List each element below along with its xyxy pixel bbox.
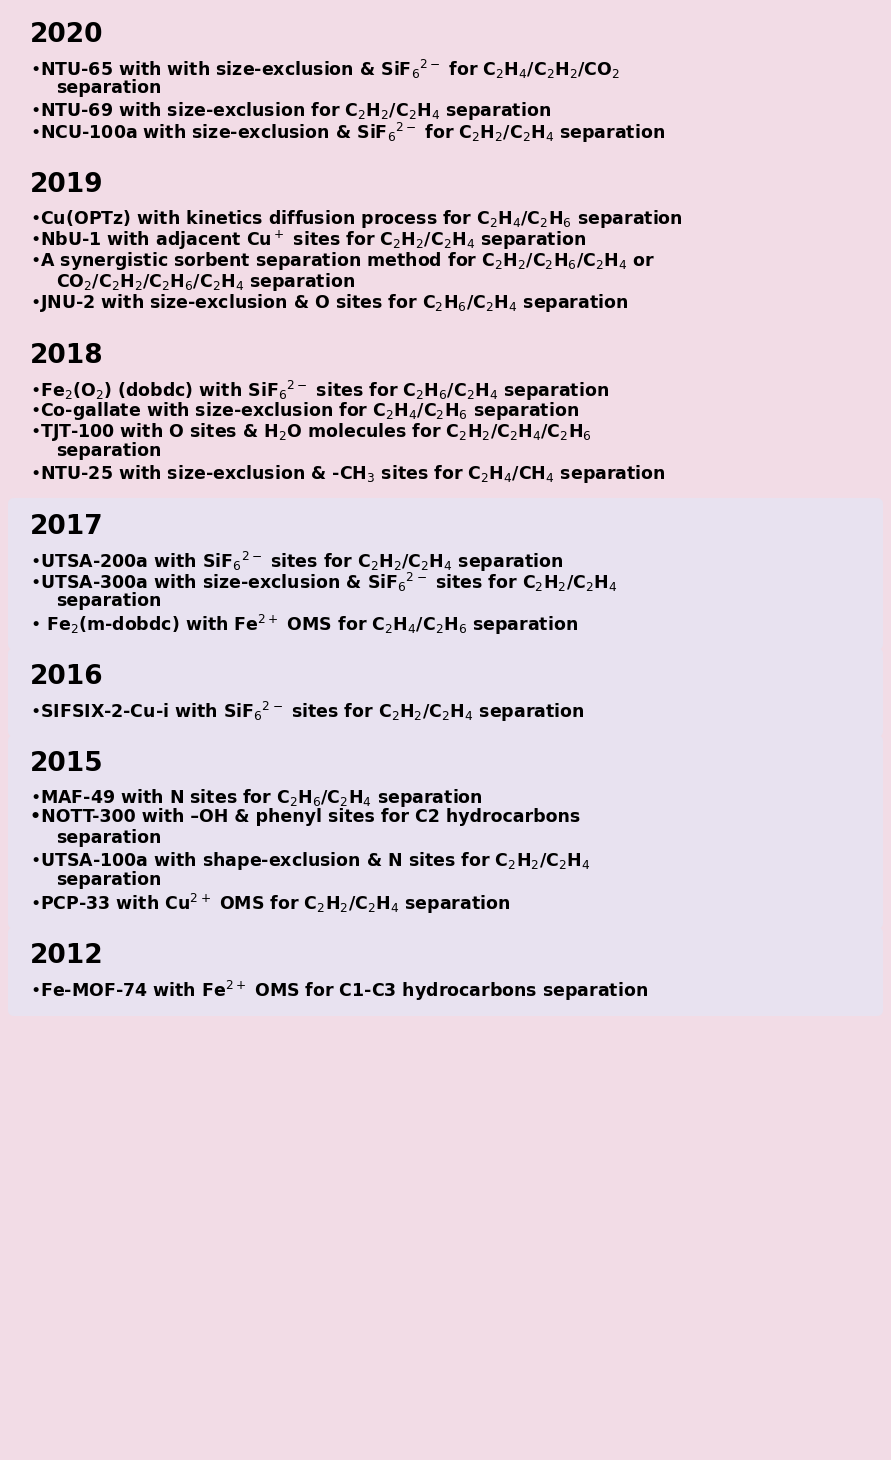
FancyBboxPatch shape bbox=[8, 927, 883, 1016]
Text: 2012: 2012 bbox=[30, 943, 103, 969]
FancyBboxPatch shape bbox=[8, 6, 883, 158]
Text: •UTSA-100a with shape-exclusion & N sites for C$_2$H$_2$/C$_2$H$_4$: •UTSA-100a with shape-exclusion & N site… bbox=[30, 850, 591, 872]
Text: •A synergistic sorbent separation method for C$_2$H$_2$/C$_2$H$_6$/C$_2$H$_4$ or: •A synergistic sorbent separation method… bbox=[30, 250, 655, 272]
Text: 2020: 2020 bbox=[30, 22, 103, 48]
Text: separation: separation bbox=[56, 442, 161, 460]
Text: • Fe$_2$(m-dobdc) with Fe$^{2+}$ OMS for C$_2$H$_4$/C$_2$H$_6$ separation: • Fe$_2$(m-dobdc) with Fe$^{2+}$ OMS for… bbox=[30, 613, 578, 637]
Text: •Cu(OPTz) with kinetics diffusion process for C$_2$H$_4$/C$_2$H$_6$ separation: •Cu(OPTz) with kinetics diffusion proces… bbox=[30, 207, 683, 231]
Text: •Co-gallate with size-exclusion for C$_2$H$_4$/C$_2$H$_6$ separation: •Co-gallate with size-exclusion for C$_2… bbox=[30, 400, 579, 422]
Text: separation: separation bbox=[56, 591, 161, 610]
Text: •NTU-69 with size-exclusion for C$_2$H$_2$/C$_2$H$_4$ separation: •NTU-69 with size-exclusion for C$_2$H$_… bbox=[30, 99, 552, 123]
FancyBboxPatch shape bbox=[8, 327, 883, 499]
Text: •TJT-100 with O sites & H$_2$O molecules for C$_2$H$_2$/C$_2$H$_4$/C$_2$H$_6$: •TJT-100 with O sites & H$_2$O molecules… bbox=[30, 420, 592, 442]
Text: CO$_2$/C$_2$H$_2$/C$_2$H$_6$/C$_2$H$_4$ separation: CO$_2$/C$_2$H$_2$/C$_2$H$_6$/C$_2$H$_4$ … bbox=[56, 272, 356, 293]
Text: •NTU-25 with size-exclusion & -CH$_3$ sites for C$_2$H$_4$/CH$_4$ separation: •NTU-25 with size-exclusion & -CH$_3$ si… bbox=[30, 463, 666, 485]
Text: •JNU-2 with size-exclusion & O sites for C$_2$H$_6$/C$_2$H$_4$ separation: •JNU-2 with size-exclusion & O sites for… bbox=[30, 292, 628, 314]
FancyBboxPatch shape bbox=[8, 648, 883, 737]
Text: 2018: 2018 bbox=[30, 343, 103, 369]
Text: •PCP-33 with Cu$^{2+}$ OMS for C$_2$H$_2$/C$_2$H$_4$ separation: •PCP-33 with Cu$^{2+}$ OMS for C$_2$H$_2… bbox=[30, 892, 511, 915]
Text: 2015: 2015 bbox=[30, 750, 103, 777]
Text: •UTSA-300a with size-exclusion & SiF$_6$$^{2-}$ sites for C$_2$H$_2$/C$_2$H$_4$: •UTSA-300a with size-exclusion & SiF$_6$… bbox=[30, 571, 617, 594]
Text: •NOTT-300 with –OH & phenyl sites for C2 hydrocarbons: •NOTT-300 with –OH & phenyl sites for C2… bbox=[30, 807, 580, 826]
Text: 2017: 2017 bbox=[30, 514, 103, 540]
Text: separation: separation bbox=[56, 829, 161, 847]
Text: separation: separation bbox=[56, 79, 161, 96]
FancyBboxPatch shape bbox=[8, 734, 883, 929]
Text: •NbU-1 with adjacent Cu$^+$ sites for C$_2$H$_2$/C$_2$H$_4$ separation: •NbU-1 with adjacent Cu$^+$ sites for C$… bbox=[30, 229, 586, 253]
Text: •NCU-100a with size-exclusion & SiF$_6$$^{2-}$ for C$_2$H$_2$/C$_2$H$_4$ separat: •NCU-100a with size-exclusion & SiF$_6$$… bbox=[30, 121, 666, 145]
Text: 2019: 2019 bbox=[30, 172, 103, 199]
Text: •MAF-49 with N sites for C$_2$H$_6$/C$_2$H$_4$ separation: •MAF-49 with N sites for C$_2$H$_6$/C$_2… bbox=[30, 787, 483, 809]
Text: •Fe$_2$(O$_2$) (dobdc) with SiF$_6$$^{2-}$ sites for C$_2$H$_6$/C$_2$H$_4$ separ: •Fe$_2$(O$_2$) (dobdc) with SiF$_6$$^{2-… bbox=[30, 380, 609, 403]
FancyBboxPatch shape bbox=[8, 156, 883, 328]
Text: •NTU-65 with with size-exclusion & SiF$_6$$^{2-}$ for C$_2$H$_4$/C$_2$H$_2$/CO$_: •NTU-65 with with size-exclusion & SiF$_… bbox=[30, 58, 620, 82]
Text: •Fe-MOF-74 with Fe$^{2+}$ OMS for C1-C3 hydrocarbons separation: •Fe-MOF-74 with Fe$^{2+}$ OMS for C1-C3 … bbox=[30, 980, 648, 1003]
FancyBboxPatch shape bbox=[8, 498, 883, 650]
Text: 2016: 2016 bbox=[30, 664, 103, 691]
Text: separation: separation bbox=[56, 872, 161, 889]
Text: •UTSA-200a with SiF$_6$$^{2-}$ sites for C$_2$H$_2$/C$_2$H$_4$ separation: •UTSA-200a with SiF$_6$$^{2-}$ sites for… bbox=[30, 550, 564, 574]
Text: •SIFSIX-2-Cu-i with SiF$_6$$^{2-}$ sites for C$_2$H$_2$/C$_2$H$_4$ separation: •SIFSIX-2-Cu-i with SiF$_6$$^{2-}$ sites… bbox=[30, 699, 584, 724]
